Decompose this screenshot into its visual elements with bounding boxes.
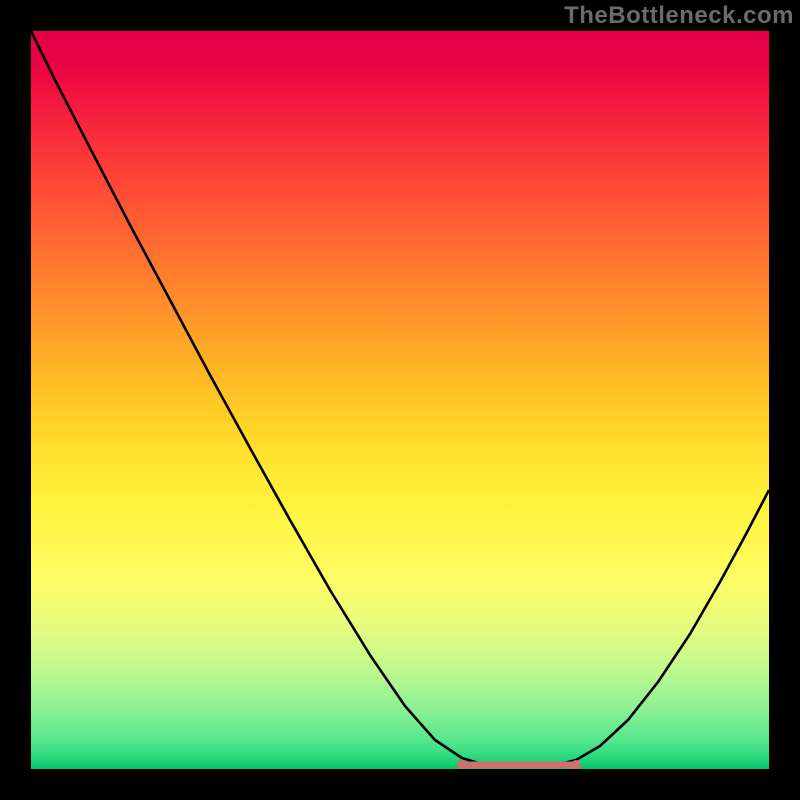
frame-bottom bbox=[0, 769, 800, 800]
gradient-background bbox=[31, 31, 769, 769]
optimal-range-cap-left bbox=[457, 760, 467, 770]
chart-container: { "meta": { "watermark": "TheBottleneck.… bbox=[0, 0, 800, 800]
bottleneck-curve-chart bbox=[0, 0, 800, 800]
frame-right bbox=[769, 0, 800, 800]
watermark-text: TheBottleneck.com bbox=[564, 2, 794, 30]
frame-left bbox=[0, 0, 31, 800]
optimal-range-cap-right bbox=[571, 760, 581, 770]
